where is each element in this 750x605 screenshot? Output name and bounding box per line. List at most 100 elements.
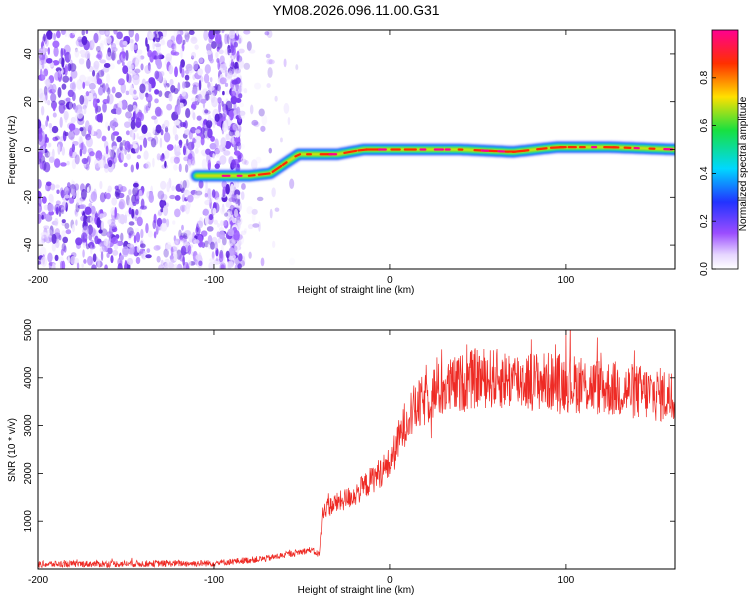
spectrogram-speckle	[112, 87, 116, 94]
spectrogram-speckle	[79, 50, 85, 55]
spectrogram-speckle	[88, 203, 92, 207]
spectrogram-speckle	[193, 239, 199, 244]
spectrogram-speckle	[68, 90, 74, 98]
spectrogram-speckle	[81, 189, 87, 200]
spectrogram-speckle	[132, 44, 137, 50]
spectrogram-ytick-label: 20	[23, 96, 34, 108]
spectrogram-speckle	[133, 183, 139, 188]
spectrogram-speckle	[56, 31, 61, 39]
spectrogram-speckle	[160, 36, 165, 44]
spectrogram-speckle	[180, 233, 187, 238]
spectrogram-speckle	[86, 137, 93, 148]
spectrogram-speckle	[174, 157, 180, 164]
spectrogram-speckle	[231, 80, 237, 85]
spectrogram-speckle	[181, 90, 186, 96]
spectrogram-ytick-label: -20	[23, 190, 34, 205]
spectrogram-speckle	[72, 224, 75, 232]
spectrogram-speckle	[96, 129, 102, 139]
spectrogram-speckle	[61, 28, 66, 35]
spectrogram-speckle	[136, 49, 142, 55]
spectrogram-speckle	[195, 129, 201, 133]
spectrogram-speckle	[45, 134, 48, 143]
spectrogram-speckle	[220, 207, 225, 215]
spectrogram-speckle	[135, 209, 138, 215]
spectrogram-speckle	[89, 83, 96, 90]
spectrogram-speckle	[43, 34, 46, 42]
spectrogram-speckle	[187, 195, 194, 203]
spectrogram-speckle	[132, 94, 138, 98]
spectrogram-speckle	[94, 61, 100, 70]
spectrogram-speckle	[79, 204, 86, 209]
spectrogram-speckle	[168, 261, 174, 272]
snr-ytick-label: 5000	[23, 318, 34, 341]
spectrogram-speckle	[91, 39, 95, 48]
spectrogram-speckle	[176, 183, 183, 191]
spectrogram-speckle	[96, 54, 102, 58]
spectrogram-speckle	[112, 250, 118, 256]
spectrogram-speckle	[210, 242, 215, 250]
spectrogram-speckle	[168, 64, 173, 74]
spectrogram-speckle	[220, 137, 226, 147]
spectrogram-speckle	[181, 246, 187, 256]
spectrogram-speckle	[244, 88, 248, 93]
spectrogram-speckle	[227, 229, 234, 236]
spectrogram-speckle	[195, 136, 201, 140]
spectrogram-speckle	[104, 63, 110, 68]
spectrogram-speckle	[236, 98, 242, 103]
spectrogram-speckle	[87, 187, 89, 193]
spectrogram-speckle	[96, 46, 101, 52]
spectrogram-speckle	[67, 256, 70, 263]
spectrogram-speckle	[194, 44, 198, 49]
spectrogram-speckle	[143, 138, 147, 148]
spectrogram-speckle	[160, 138, 162, 148]
spectrogram-speckle	[119, 255, 124, 260]
spectrogram-speckle	[48, 152, 53, 157]
spectrogram-speckle	[106, 145, 109, 154]
spectrogram-speckle	[170, 255, 174, 259]
spectrogram-speckle	[68, 130, 75, 139]
spectrogram-speckle	[191, 108, 193, 118]
spectrogram-speckle	[83, 215, 86, 225]
spectrogram-speckle	[222, 91, 225, 95]
spectrogram-speckle	[61, 209, 63, 214]
spectrogram-speckle	[115, 92, 122, 98]
spectrogram-speckle	[61, 57, 64, 68]
spectrogram-speckle	[160, 156, 164, 162]
spectrogram-speckle	[52, 84, 57, 93]
spectrogram-speckle	[244, 228, 247, 233]
spectrogram-speckle	[53, 102, 56, 111]
spectrogram-speckle	[124, 121, 131, 128]
spectrogram-speckle	[47, 252, 52, 262]
spectrogram-speckle	[238, 93, 242, 98]
snr-ytick-label: 1000	[23, 510, 34, 533]
spectrogram-speckle	[64, 132, 68, 136]
spectrogram-speckle	[136, 162, 139, 170]
spectrogram-speckle	[280, 138, 283, 143]
spectrogram-speckle	[140, 113, 145, 121]
chart-title: YM08.2026.096.11.00.G31	[272, 2, 439, 18]
spectrogram-speckle	[75, 49, 80, 58]
spectrogram-speckle	[239, 103, 244, 107]
spectrogram-speckle	[131, 120, 136, 130]
spectrogram-speckle	[49, 124, 52, 133]
spectrogram-speckle	[132, 202, 136, 206]
spectrogram-speckle	[45, 92, 47, 101]
spectrogram-speckle	[79, 58, 85, 64]
spectrogram-speckle	[110, 255, 113, 263]
spectrogram-speckle	[99, 59, 106, 63]
spectrogram-speckle	[198, 261, 202, 267]
spectrogram-speckle	[166, 104, 172, 111]
spectrogram-speckle	[61, 48, 66, 55]
ridge-peak	[537, 148, 546, 149]
spectrogram-speckle	[197, 68, 203, 75]
spectrogram-speckle	[242, 159, 247, 165]
spectrogram-speckle	[204, 109, 208, 113]
spectrogram-speckle	[233, 141, 236, 148]
spectrogram-speckle	[218, 238, 221, 243]
spectrogram-speckle	[228, 117, 231, 121]
spectrogram-speckle	[164, 161, 167, 168]
spectrogram-speckle	[82, 249, 85, 257]
spectrogram-speckle	[126, 91, 130, 95]
spectrogram-speckle	[124, 214, 127, 223]
spectrogram-speckle	[220, 55, 225, 64]
